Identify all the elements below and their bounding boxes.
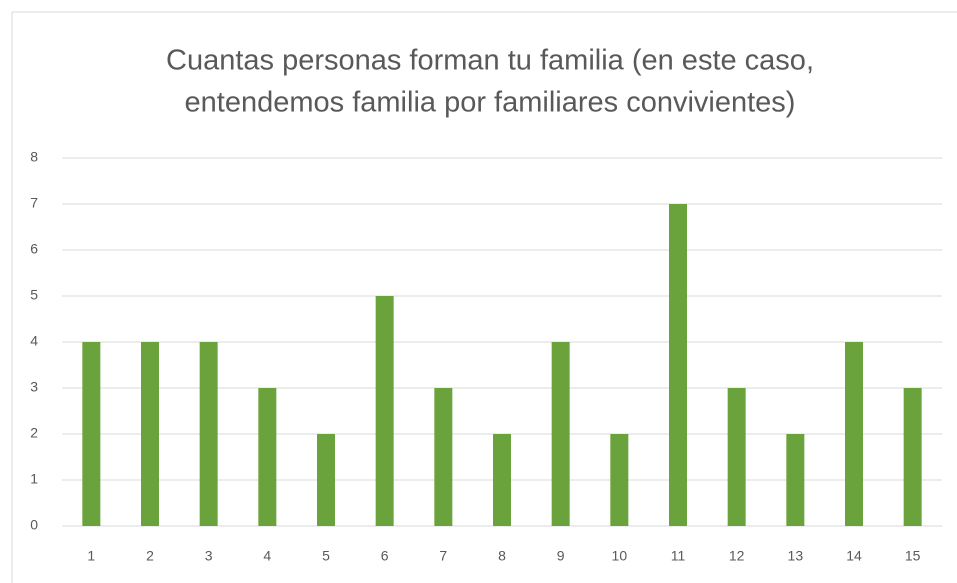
x-tick-label: 12 <box>729 548 745 564</box>
bar <box>845 342 863 526</box>
x-tick-label: 2 <box>146 548 154 564</box>
y-tick-label: 4 <box>30 333 38 349</box>
x-tick-label: 4 <box>263 548 271 564</box>
x-tick-label: 3 <box>205 548 213 564</box>
x-tick-label: 13 <box>788 548 804 564</box>
y-tick-label: 1 <box>30 471 38 487</box>
y-tick-label: 0 <box>30 517 38 533</box>
y-tick-label: 7 <box>30 195 38 211</box>
x-tick-label: 1 <box>87 548 95 564</box>
bar <box>493 434 511 526</box>
y-tick-label: 6 <box>30 241 38 257</box>
bar <box>141 342 159 526</box>
chart-title: entendemos familia por familiares conviv… <box>185 87 796 119</box>
bar <box>727 388 746 526</box>
x-tick-label: 15 <box>905 548 921 564</box>
bar <box>317 434 335 526</box>
x-tick-label: 11 <box>671 548 686 564</box>
y-tick-label: 3 <box>30 379 38 395</box>
y-tick-label: 2 <box>30 425 38 441</box>
bar <box>82 342 101 526</box>
x-tick-label: 6 <box>381 548 389 564</box>
bar <box>258 388 277 526</box>
bar <box>551 342 570 526</box>
chart-title: Cuantas personas forman tu familia (en e… <box>166 45 814 77</box>
bar <box>199 342 218 526</box>
bar <box>434 388 453 526</box>
x-tick-label: 7 <box>439 548 447 564</box>
x-tick-label: 9 <box>557 548 565 564</box>
bar <box>786 434 805 526</box>
bar <box>903 388 922 526</box>
bar <box>610 434 629 526</box>
y-tick-label: 8 <box>30 149 38 165</box>
x-tick-label: 5 <box>322 548 330 564</box>
x-tick-label: 8 <box>498 548 506 564</box>
bar <box>375 296 394 526</box>
y-tick-label: 5 <box>30 287 38 303</box>
x-tick-label: 10 <box>612 548 628 564</box>
x-tick-label: 14 <box>846 548 862 564</box>
bar <box>669 204 687 526</box>
